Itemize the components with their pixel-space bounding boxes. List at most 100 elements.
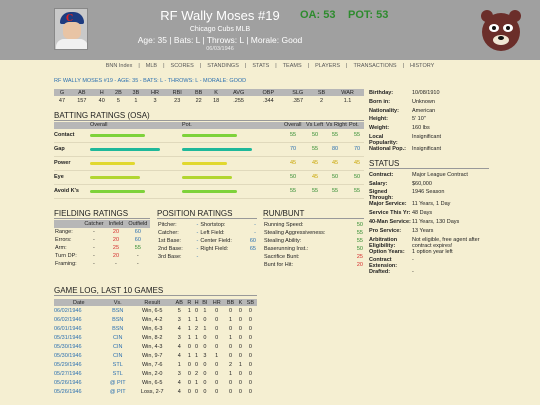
rating-vr: 80 <box>331 146 339 152</box>
gamelog-cell: 0 <box>228 352 233 359</box>
opponent-link[interactable]: CIN <box>112 343 123 350</box>
nav-transactions[interactable]: TRANSACTIONS <box>353 63 397 69</box>
game-date-link[interactable]: 05/27/1946 <box>54 370 82 377</box>
gamelog-row: 06/02/1946 BSN Win, 6-5 5 1 0 1 0 0 0 0 <box>54 306 257 315</box>
gamelog-cell: 0 <box>215 379 219 386</box>
rating-p: 55 <box>353 132 361 138</box>
nav-teams[interactable]: TEAMS <box>282 63 302 69</box>
nav-mlb[interactable]: MLB <box>145 63 158 69</box>
gamelog-header-h: H <box>193 299 201 306</box>
gamelog-cell: 0 <box>215 343 219 350</box>
fielding-value: - <box>93 253 95 259</box>
gamelog-cell: 3 <box>177 316 181 323</box>
player-subheading: RF WALLY MOSES #19 - AGE: 35 - BATS: L -… <box>54 78 247 84</box>
stat-value-g: 47 <box>58 97 66 104</box>
info-label: Nationality: <box>369 107 399 114</box>
gamelog-cell: 0 <box>238 316 242 323</box>
game-date-link[interactable]: 05/29/1946 <box>54 361 82 368</box>
gamelog-cell: 0 <box>215 307 219 314</box>
info-label: Weight: <box>369 125 390 132</box>
team-name[interactable]: Chicago Cubs MLB <box>189 26 251 33</box>
game-date-link[interactable]: 05/26/1946 <box>54 388 82 395</box>
game-date-link[interactable]: 06/02/1946 <box>54 307 82 314</box>
opponent-link[interactable]: STL <box>112 370 123 377</box>
opponent-link[interactable]: BSN <box>112 316 124 323</box>
gamelog-cell: 0 <box>248 343 252 350</box>
vr-col-label: Vs Right <box>326 122 347 128</box>
position-label: 2nd Base: <box>158 246 183 252</box>
opponent-link[interactable]: @ PIT <box>109 388 126 395</box>
game-date-link[interactable]: 06/02/1946 <box>54 316 82 323</box>
pot-col-label: Pot. <box>182 122 192 128</box>
fielding-value: 20 <box>112 237 120 243</box>
nav-bar: BNN Index | MLB | SCORES | STANDINGS | STATS… <box>105 63 435 69</box>
stat-header-sb: SB <box>312 89 332 96</box>
gamelog-cell: 0 <box>187 361 191 368</box>
stat-header-war: WAR <box>331 89 364 96</box>
stat-header-obp: OBP <box>253 89 284 96</box>
overall-rating-bar <box>90 148 160 151</box>
rating-p: 45 <box>353 160 361 166</box>
fielding-value: - <box>93 245 95 251</box>
info-label: Pro Service: <box>369 227 402 234</box>
stat-header-slg: SLG <box>283 89 313 96</box>
rating-vl: 50 <box>311 132 319 138</box>
gamelog-cell: 0 <box>228 388 233 395</box>
fielding-value: - <box>93 261 95 267</box>
opponent-link[interactable]: STL <box>112 361 123 368</box>
runbunt-row: Baserunning Inst.: 50 <box>263 245 364 253</box>
gamelog-header-vs: Vs. <box>103 299 132 306</box>
rating-vr: 45 <box>331 160 339 166</box>
opponent-link[interactable]: BSN <box>112 307 124 314</box>
game-date-link[interactable]: 05/26/1946 <box>54 379 82 386</box>
gamelog-cell: 1 <box>228 316 233 323</box>
player-name: RF Wally Moses #19 <box>160 8 280 23</box>
gamelog-cell: 0 <box>195 307 199 314</box>
rating-label: Avoid K's <box>54 188 79 194</box>
gamelog-cell: 0 <box>238 379 242 386</box>
opponent-link[interactable]: CIN <box>112 334 123 341</box>
fielding-label: Range: <box>55 229 73 235</box>
potential-rating-bar <box>182 134 237 137</box>
nav-history[interactable]: HISTORY <box>410 63 435 69</box>
overall-rating-bar <box>90 176 140 179</box>
nav-scores[interactable]: SCORES <box>170 63 194 69</box>
cap-graphic <box>60 12 84 24</box>
position-label: Center Field: <box>200 238 232 244</box>
gamelog-cell: 0 <box>228 325 233 332</box>
gamelog-cell: Loss, 2-7 <box>140 388 164 395</box>
stat-value-k: 18 <box>213 97 220 104</box>
stat-value-avg: .255 <box>233 97 244 104</box>
gamelog-cell: 0 <box>248 334 252 341</box>
stat-value-slg: .357 <box>292 97 304 104</box>
game-date-link[interactable]: 06/01/1946 <box>54 325 82 332</box>
gamelog-cell: 1 <box>203 325 207 332</box>
game-date-link[interactable]: 05/30/1946 <box>54 343 82 350</box>
info-row: Drafted: - <box>369 269 489 278</box>
current-date: 06/03/1946 <box>206 46 234 52</box>
nav-bnn-index[interactable]: BNN Index <box>105 63 133 69</box>
nav-standings[interactable]: STANDINGS <box>207 63 239 69</box>
opponent-link[interactable]: @ PIT <box>109 379 126 386</box>
gamelog-cell: Win, 2-0 <box>141 370 163 377</box>
info-row: Service This Yr: 48 Days <box>369 210 489 219</box>
position-row: 2nd Base: - Right Field: 65 <box>157 245 257 253</box>
rating-label: Gap <box>54 146 65 152</box>
runbunt-label: Sacrifice Bunt: <box>264 254 300 260</box>
fielding-row: Turn DP: - 20 - <box>54 252 150 260</box>
gamelog-cell: 4 <box>177 352 181 359</box>
gamelog-cell: 0 <box>215 370 219 377</box>
opponent-link[interactable]: BSN <box>112 325 124 332</box>
gamelog-cell: 1 <box>187 334 191 341</box>
gamelog-cell: Win, 8-2 <box>141 334 163 341</box>
rating-label: Power <box>54 160 71 166</box>
game-date-link[interactable]: 05/31/1946 <box>54 334 82 341</box>
opponent-link[interactable]: CIN <box>112 352 123 359</box>
game-date-link[interactable]: 05/30/1946 <box>54 352 82 359</box>
fielding-row: Arm: - 25 55 <box>54 244 150 252</box>
nav-players[interactable]: PLAYERS <box>315 63 341 69</box>
position-label: Shortstop: <box>200 222 226 228</box>
nav-stats[interactable]: STATS <box>252 63 270 69</box>
info-row: Contract Extension: - <box>369 257 489 269</box>
info-row: Contract: Major League Contract <box>369 172 489 181</box>
